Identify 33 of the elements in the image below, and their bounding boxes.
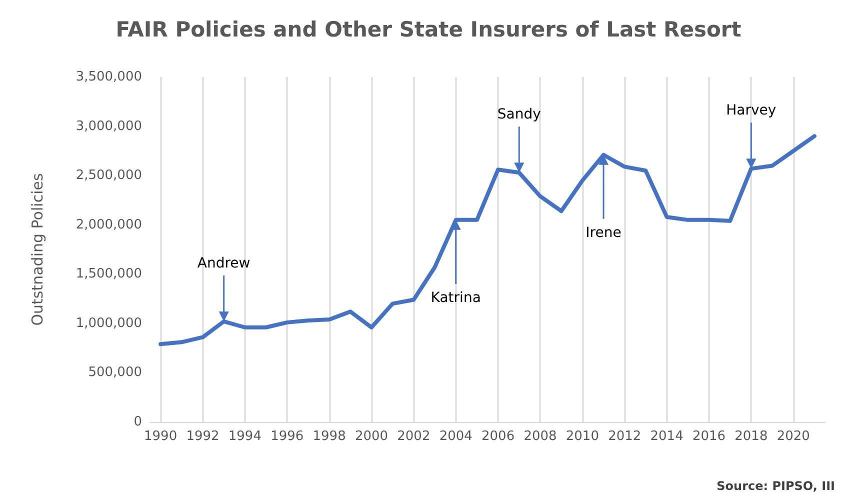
annotation: Andrew [197,255,250,272]
x-tick-label: 1990 [144,429,178,444]
x-tick-label: 2000 [354,429,388,444]
x-tick-label: 2010 [566,429,599,444]
x-tick-label: 2016 [692,429,726,444]
x-tick-label: 1998 [312,429,346,444]
source-note: Source: PIPSO, III [716,479,835,493]
annotation: Irene [586,224,622,241]
x-tick-label: 2004 [439,429,472,444]
line-series [158,134,816,346]
y-tick-label: 3,500,000 [76,70,142,84]
annotation: Sandy [497,106,541,123]
x-tick-label: 2020 [776,429,810,444]
y-tick-label: 0 [134,414,142,430]
x-tick-label: 2012 [608,429,642,444]
x-tick-label: 1994 [228,429,262,444]
x-tick-label: 1996 [270,429,304,444]
x-tick-label: 2002 [397,429,430,444]
y-tick-label: 2,500,000 [76,168,142,184]
annotation: Harvey [726,102,776,119]
x-tick-label: 2008 [524,429,557,444]
x-tick-label: 1992 [186,429,220,444]
y-axis-title: Outstnading Policies [28,173,46,326]
y-tick-label: 2,000,000 [76,217,142,232]
y-tick-label: 1,000,000 [76,316,142,331]
y-tick-label: 500,000 [88,365,142,380]
y-tick-label: 1,500,000 [76,266,142,282]
x-tick-label: 2018 [734,429,768,444]
x-tick-label: 2006 [482,429,515,444]
x-tick-label: 2014 [650,429,684,444]
chart-title: FAIR Policies and Other State Insurers of Last Resort [116,18,742,42]
annotation: Katrina [430,290,481,306]
y-tick-label: 3,000,000 [76,118,142,134]
